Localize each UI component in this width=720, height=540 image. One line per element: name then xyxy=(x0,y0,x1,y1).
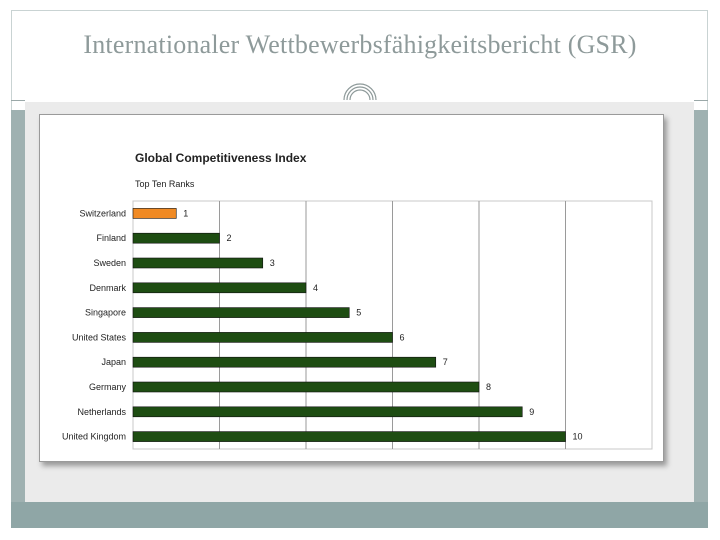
category-label: Denmark xyxy=(89,283,126,293)
left-side-band xyxy=(11,110,25,502)
category-label: Netherlands xyxy=(77,407,126,417)
data-label: 10 xyxy=(573,432,583,442)
data-label: 6 xyxy=(400,332,405,342)
data-label: 9 xyxy=(529,407,534,417)
category-label: Sweden xyxy=(93,258,126,268)
arc-ornament-icon xyxy=(343,83,377,101)
data-label: 5 xyxy=(356,308,361,318)
bar xyxy=(132,282,307,294)
data-label: 4 xyxy=(313,283,318,293)
bar xyxy=(132,381,480,393)
category-label: Germany xyxy=(89,382,127,392)
bar xyxy=(132,257,264,269)
bar xyxy=(132,332,393,343)
category-label: United Kingdom xyxy=(62,432,126,442)
data-label: 3 xyxy=(270,258,275,268)
category-label: Japan xyxy=(101,357,126,367)
data-label: 7 xyxy=(443,357,448,367)
bar-chart: Switzerland 1 Finland 2 Sweden 3 Denmark 4 Singa… xyxy=(62,200,653,450)
chart-card: Global Competitiveness Index Top Ten Ran… xyxy=(39,114,664,462)
bar xyxy=(132,356,437,368)
category-label: Singapore xyxy=(85,308,126,318)
data-label: 1 xyxy=(183,208,188,218)
bar xyxy=(132,232,220,244)
title-rule-right xyxy=(694,100,708,101)
data-label: 2 xyxy=(227,233,232,243)
title-rule-left xyxy=(11,100,25,101)
category-label: Switzerland xyxy=(79,208,126,218)
bottom-band xyxy=(11,502,708,528)
bar xyxy=(132,406,523,418)
bar xyxy=(132,208,177,219)
bar xyxy=(132,307,350,318)
data-label: 8 xyxy=(486,382,491,392)
slide-title: Internationaler Wettbewerbsfähigkeitsber… xyxy=(83,30,637,59)
category-label: Finland xyxy=(96,233,126,243)
chart-title: Global Competitiveness Index xyxy=(135,151,307,165)
category-label: United States xyxy=(72,332,127,342)
right-side-band xyxy=(694,110,708,502)
chart-subtitle: Top Ten Ranks xyxy=(135,179,195,189)
bar xyxy=(132,431,566,442)
